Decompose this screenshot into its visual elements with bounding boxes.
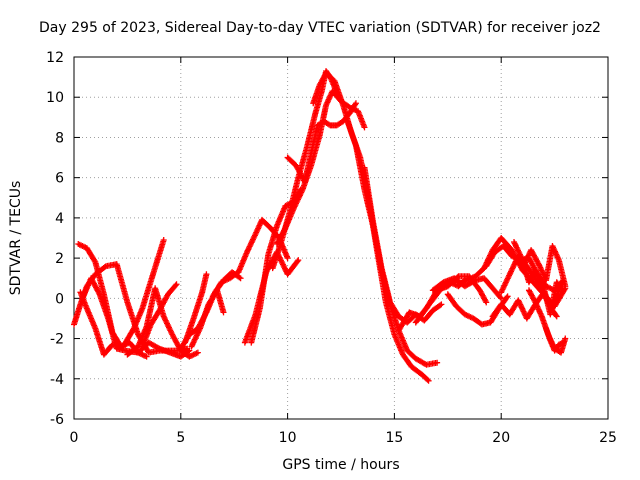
data-point	[438, 301, 445, 308]
data-point	[236, 274, 243, 281]
axes	[73, 56, 609, 420]
series-28	[519, 243, 569, 290]
data-point	[553, 313, 560, 320]
data-point	[483, 299, 490, 306]
data-point	[361, 124, 368, 131]
data-point	[352, 101, 359, 108]
tick-labels: 0 5 10 15 20 25 -6 -4 -2 0 2 4 6 8 10 12	[46, 50, 617, 446]
data-point	[101, 264, 108, 271]
plot-frame	[73, 56, 609, 420]
y-tick-label: -6	[50, 412, 64, 428]
x-tick-label: 10	[279, 430, 297, 446]
data-point	[424, 376, 431, 383]
y-tick-label: -2	[50, 332, 64, 348]
x-tick-label: 5	[176, 430, 185, 446]
series-22	[429, 275, 505, 302]
data-point	[237, 275, 244, 282]
series-15	[284, 100, 359, 185]
data-point	[294, 258, 301, 265]
data-point	[160, 237, 167, 244]
series-30	[543, 325, 567, 354]
series-8	[182, 271, 210, 346]
x-tick-label: 25	[599, 430, 617, 446]
data-point	[284, 255, 291, 262]
x-tick-label: 15	[385, 430, 403, 446]
series-6	[139, 281, 180, 350]
data-point	[434, 359, 441, 366]
data-point	[562, 335, 569, 342]
data-point	[552, 312, 559, 319]
y-tick-label: 0	[55, 291, 64, 307]
data-point	[482, 298, 489, 305]
data-point	[186, 347, 193, 354]
data-point	[498, 295, 505, 302]
y-tick-label: 6	[55, 171, 64, 187]
data-point	[172, 282, 179, 289]
series-27	[511, 239, 567, 318]
data-point	[497, 294, 504, 301]
data-point	[295, 257, 302, 264]
data-marks	[71, 68, 569, 384]
chart-title: Day 295 of 2023, Sidereal Day-to-day VTE…	[39, 20, 601, 36]
data-point	[504, 293, 511, 300]
data-point	[425, 377, 432, 384]
data-point	[91, 257, 98, 264]
data-point	[560, 287, 567, 294]
data-point	[503, 294, 510, 301]
data-point	[95, 289, 102, 296]
x-axis-label: GPS time / hours	[282, 457, 400, 473]
x-tick-label: 20	[492, 430, 510, 446]
grid-lines	[74, 57, 608, 419]
y-tick-label: 12	[46, 50, 64, 66]
series-4	[77, 237, 167, 358]
y-tick-label: 2	[55, 251, 64, 267]
data-point	[281, 226, 288, 233]
data-point	[352, 100, 359, 107]
y-tick-label: 8	[55, 130, 64, 146]
y-tick-label: 10	[46, 90, 64, 106]
y-tick-label: -4	[50, 372, 64, 388]
x-tick-label: 0	[70, 430, 79, 446]
data-point	[562, 283, 569, 290]
data-point	[143, 353, 150, 360]
data-point	[155, 344, 162, 351]
data-point	[220, 309, 227, 316]
data-point	[560, 339, 567, 346]
data-point	[173, 281, 180, 288]
y-axis-label: SDTVAR / TECUs	[8, 180, 24, 296]
data-point	[559, 286, 566, 293]
data-point	[203, 271, 210, 278]
data-point	[194, 349, 201, 356]
series-10	[209, 216, 291, 300]
data-point	[437, 302, 444, 309]
y-tick-label: 4	[55, 211, 64, 227]
series-14	[273, 88, 368, 248]
